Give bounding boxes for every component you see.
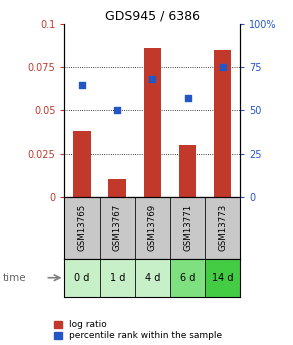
Bar: [64, 197, 100, 259]
Text: GSM13765: GSM13765: [78, 204, 86, 251]
Point: [220, 65, 225, 70]
Bar: [135, 197, 170, 259]
Text: 6 d: 6 d: [180, 273, 195, 283]
Bar: [100, 197, 135, 259]
Text: GSM13769: GSM13769: [148, 204, 157, 251]
Bar: [64, 259, 100, 297]
Bar: [73, 131, 91, 197]
Bar: [144, 48, 161, 197]
Text: 4 d: 4 d: [145, 273, 160, 283]
Bar: [135, 259, 170, 297]
Bar: [100, 259, 135, 297]
Bar: [170, 259, 205, 297]
Legend: log ratio, percentile rank within the sample: log ratio, percentile rank within the sa…: [54, 320, 222, 341]
Text: time: time: [3, 273, 27, 283]
Text: 0 d: 0 d: [74, 273, 90, 283]
Text: GSM13773: GSM13773: [218, 204, 227, 251]
Text: 1 d: 1 d: [110, 273, 125, 283]
Bar: [214, 50, 231, 197]
Bar: [205, 259, 240, 297]
Point: [80, 82, 84, 87]
Bar: [170, 197, 205, 259]
Bar: [179, 145, 196, 197]
Point: [150, 77, 155, 82]
Title: GDS945 / 6386: GDS945 / 6386: [105, 10, 200, 23]
Text: 14 d: 14 d: [212, 273, 234, 283]
Bar: [108, 179, 126, 197]
Text: GSM13771: GSM13771: [183, 204, 192, 251]
Point: [115, 108, 120, 113]
Bar: [205, 197, 240, 259]
Text: GSM13767: GSM13767: [113, 204, 122, 251]
Point: [185, 96, 190, 101]
